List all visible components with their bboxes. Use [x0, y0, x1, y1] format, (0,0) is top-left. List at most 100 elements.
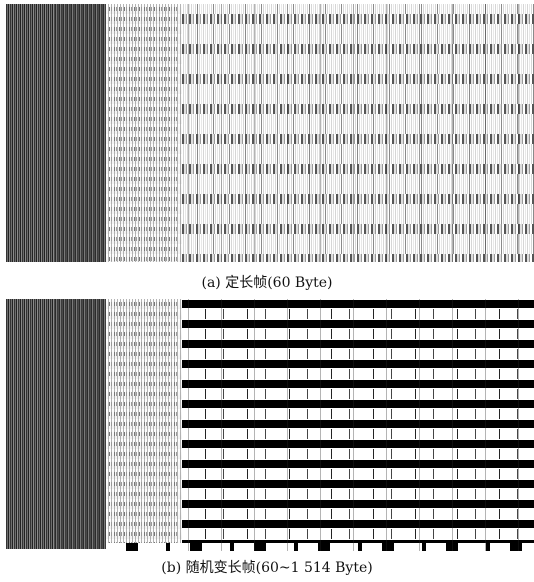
cell-c-segment	[106, 94, 182, 104]
cell-d-segment	[182, 14, 534, 24]
frame-row	[6, 349, 534, 359]
row-label-texture	[109, 332, 179, 336]
grid-line	[320, 299, 321, 551]
cell-b-segment	[54, 224, 106, 234]
cell-c-segment	[106, 164, 182, 174]
frame-row	[6, 409, 534, 419]
row-label-texture	[109, 302, 179, 306]
cell-a-segment	[6, 234, 54, 244]
cell-c-segment	[106, 529, 182, 539]
row-label-texture	[109, 17, 179, 21]
cell-b-segment	[54, 254, 106, 262]
cell-b-segment	[54, 459, 106, 469]
cell-d-segment	[182, 224, 534, 234]
row-label-texture	[109, 127, 179, 131]
cell-d-segment	[182, 214, 534, 224]
cell-a-segment	[6, 529, 54, 539]
cell-b-segment	[54, 204, 106, 214]
cell-a-segment	[6, 104, 54, 114]
frame-row	[6, 329, 534, 339]
grid-line	[353, 299, 354, 551]
cell-c-segment	[106, 24, 182, 34]
cell-d-segment	[182, 449, 534, 459]
cell-c-segment	[106, 509, 182, 519]
grid-line	[287, 4, 288, 262]
cell-b-segment	[54, 74, 106, 84]
grid-line	[320, 4, 321, 262]
cell-d-segment	[182, 124, 534, 134]
cell-d-segment	[182, 409, 534, 419]
cell-b-segment	[54, 124, 106, 134]
frame-row	[6, 74, 534, 84]
frame-row	[6, 419, 534, 429]
cell-d-segment	[182, 519, 534, 529]
cell-c-segment	[106, 309, 182, 319]
row-label-texture	[109, 452, 179, 456]
cell-d-segment	[182, 389, 534, 399]
grid-line	[452, 4, 453, 262]
frame-row	[6, 509, 534, 519]
row-label-texture	[109, 167, 179, 171]
cell-a-segment	[6, 329, 54, 339]
grid-line	[419, 4, 420, 262]
frame-list-b	[6, 299, 534, 551]
cell-d-segment	[182, 339, 534, 349]
cell-c-segment	[106, 84, 182, 94]
cell-d-segment	[182, 54, 534, 64]
cell-c-segment	[106, 134, 182, 144]
cell-b-segment	[54, 4, 106, 14]
frame-row	[6, 174, 534, 184]
cell-b-segment	[54, 299, 106, 309]
row-label-texture	[109, 352, 179, 356]
cell-a-segment	[6, 204, 54, 214]
cell-b-segment	[54, 164, 106, 174]
cell-c-segment	[106, 244, 182, 254]
cell-c-segment	[106, 214, 182, 224]
row-label-texture	[109, 87, 179, 91]
cell-c-segment	[106, 154, 182, 164]
frame-row	[6, 44, 534, 54]
cell-b-segment	[54, 509, 106, 519]
grid-line	[254, 299, 255, 551]
cell-a-segment	[6, 369, 54, 379]
cell-d-segment	[182, 399, 534, 409]
grid-line	[287, 299, 288, 551]
row-label-texture	[109, 532, 179, 536]
cell-c-segment	[106, 349, 182, 359]
cell-d-segment	[182, 104, 534, 114]
grid-line	[452, 299, 453, 551]
cell-c-segment	[106, 469, 182, 479]
frame-row	[6, 359, 534, 369]
cell-d-segment	[182, 194, 534, 204]
cell-b-segment	[54, 389, 106, 399]
frame-list-b-bottom-band	[106, 543, 534, 551]
row-label-texture	[109, 342, 179, 346]
cell-b-segment	[54, 489, 106, 499]
cell-c-segment	[106, 44, 182, 54]
cell-d-segment	[182, 329, 534, 339]
frame-row	[6, 154, 534, 164]
row-label-texture	[109, 362, 179, 366]
row-label-texture	[109, 117, 179, 121]
row-label-texture	[109, 197, 179, 201]
row-label-texture	[109, 502, 179, 506]
grid-line	[386, 4, 387, 262]
cell-b-segment	[54, 399, 106, 409]
cell-a-segment	[6, 154, 54, 164]
frame-row	[6, 184, 534, 194]
cell-a-segment	[6, 479, 54, 489]
cell-b-segment	[54, 144, 106, 154]
cell-c-segment	[106, 224, 182, 234]
frame-row	[6, 144, 534, 154]
cell-d-segment	[182, 369, 534, 379]
cell-a-segment	[6, 499, 54, 509]
frame-row	[6, 479, 534, 489]
frame-row	[6, 24, 534, 34]
cell-b-segment	[54, 104, 106, 114]
row-label-texture	[109, 137, 179, 141]
cell-c-segment	[106, 104, 182, 114]
cell-b-segment	[54, 369, 106, 379]
cell-b-segment	[54, 409, 106, 419]
cell-d-segment	[182, 134, 534, 144]
cell-a-segment	[6, 449, 54, 459]
